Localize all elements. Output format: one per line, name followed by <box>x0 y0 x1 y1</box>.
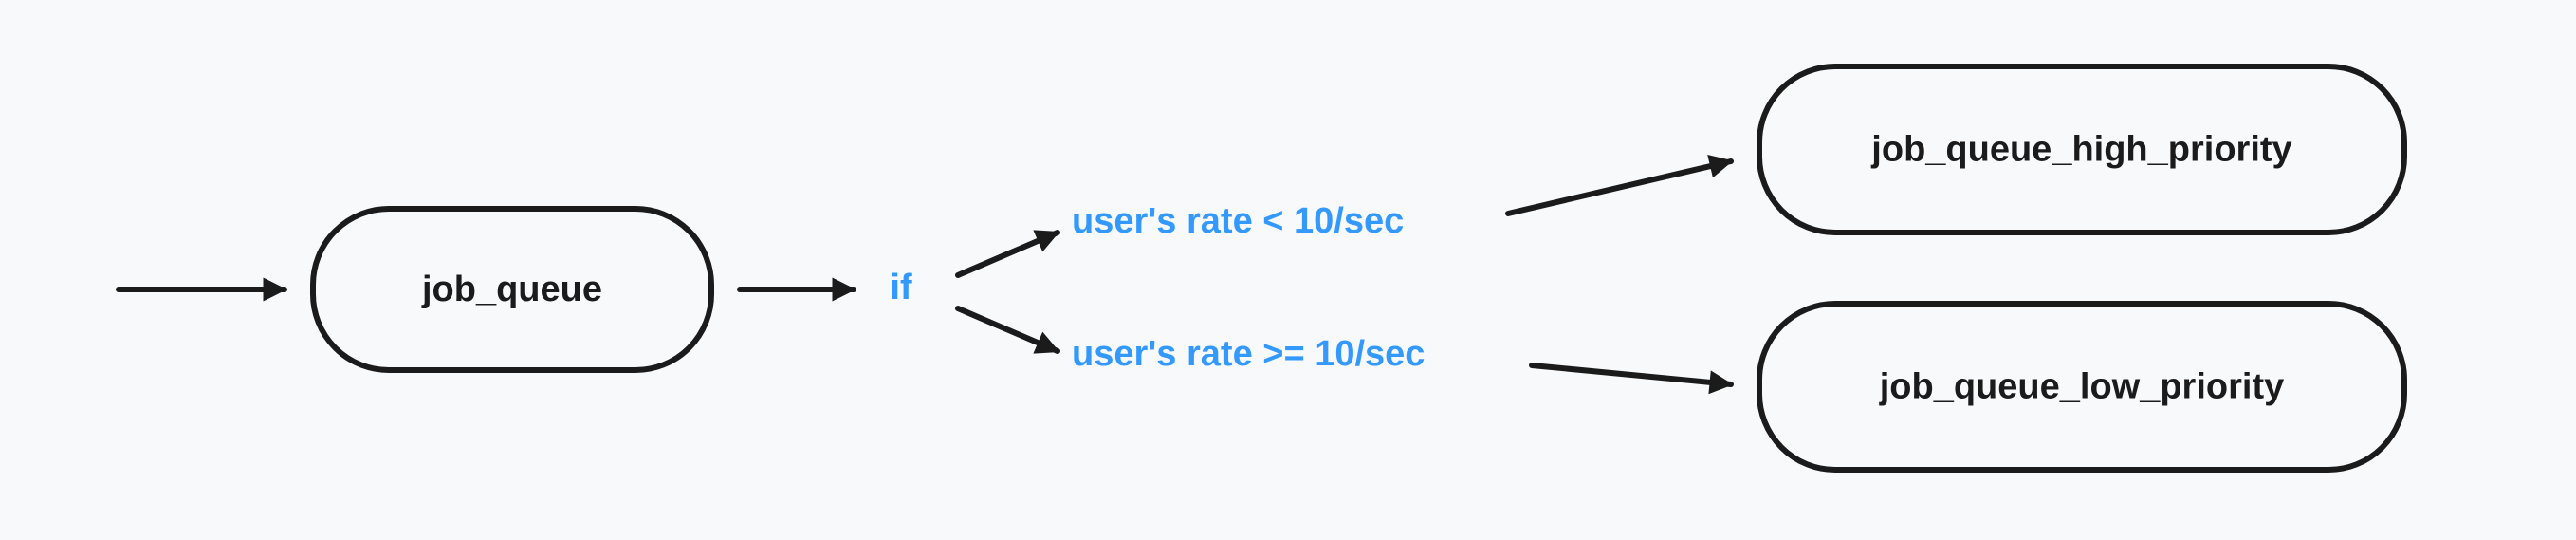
node-label-job_queue: job_queue <box>421 270 602 309</box>
node-label-low: job_queue_low_priority <box>1879 367 2285 407</box>
condition-upper: user's rate < 10/sec <box>1072 201 1404 241</box>
node-low: job_queue_low_priority <box>1759 304 2404 470</box>
node-label-high: job_queue_high_priority <box>1870 130 2291 170</box>
node-high: job_queue_high_priority <box>1759 66 2404 233</box>
edge-to_high <box>1508 161 1731 214</box>
edge-if_up <box>958 233 1058 275</box>
node-job_queue: job_queue <box>313 209 711 370</box>
condition-lower: user's rate >= 10/sec <box>1072 334 1425 374</box>
if-label: if <box>890 268 912 307</box>
edge-to_low <box>1532 365 1731 384</box>
edge-if_down <box>958 308 1058 351</box>
